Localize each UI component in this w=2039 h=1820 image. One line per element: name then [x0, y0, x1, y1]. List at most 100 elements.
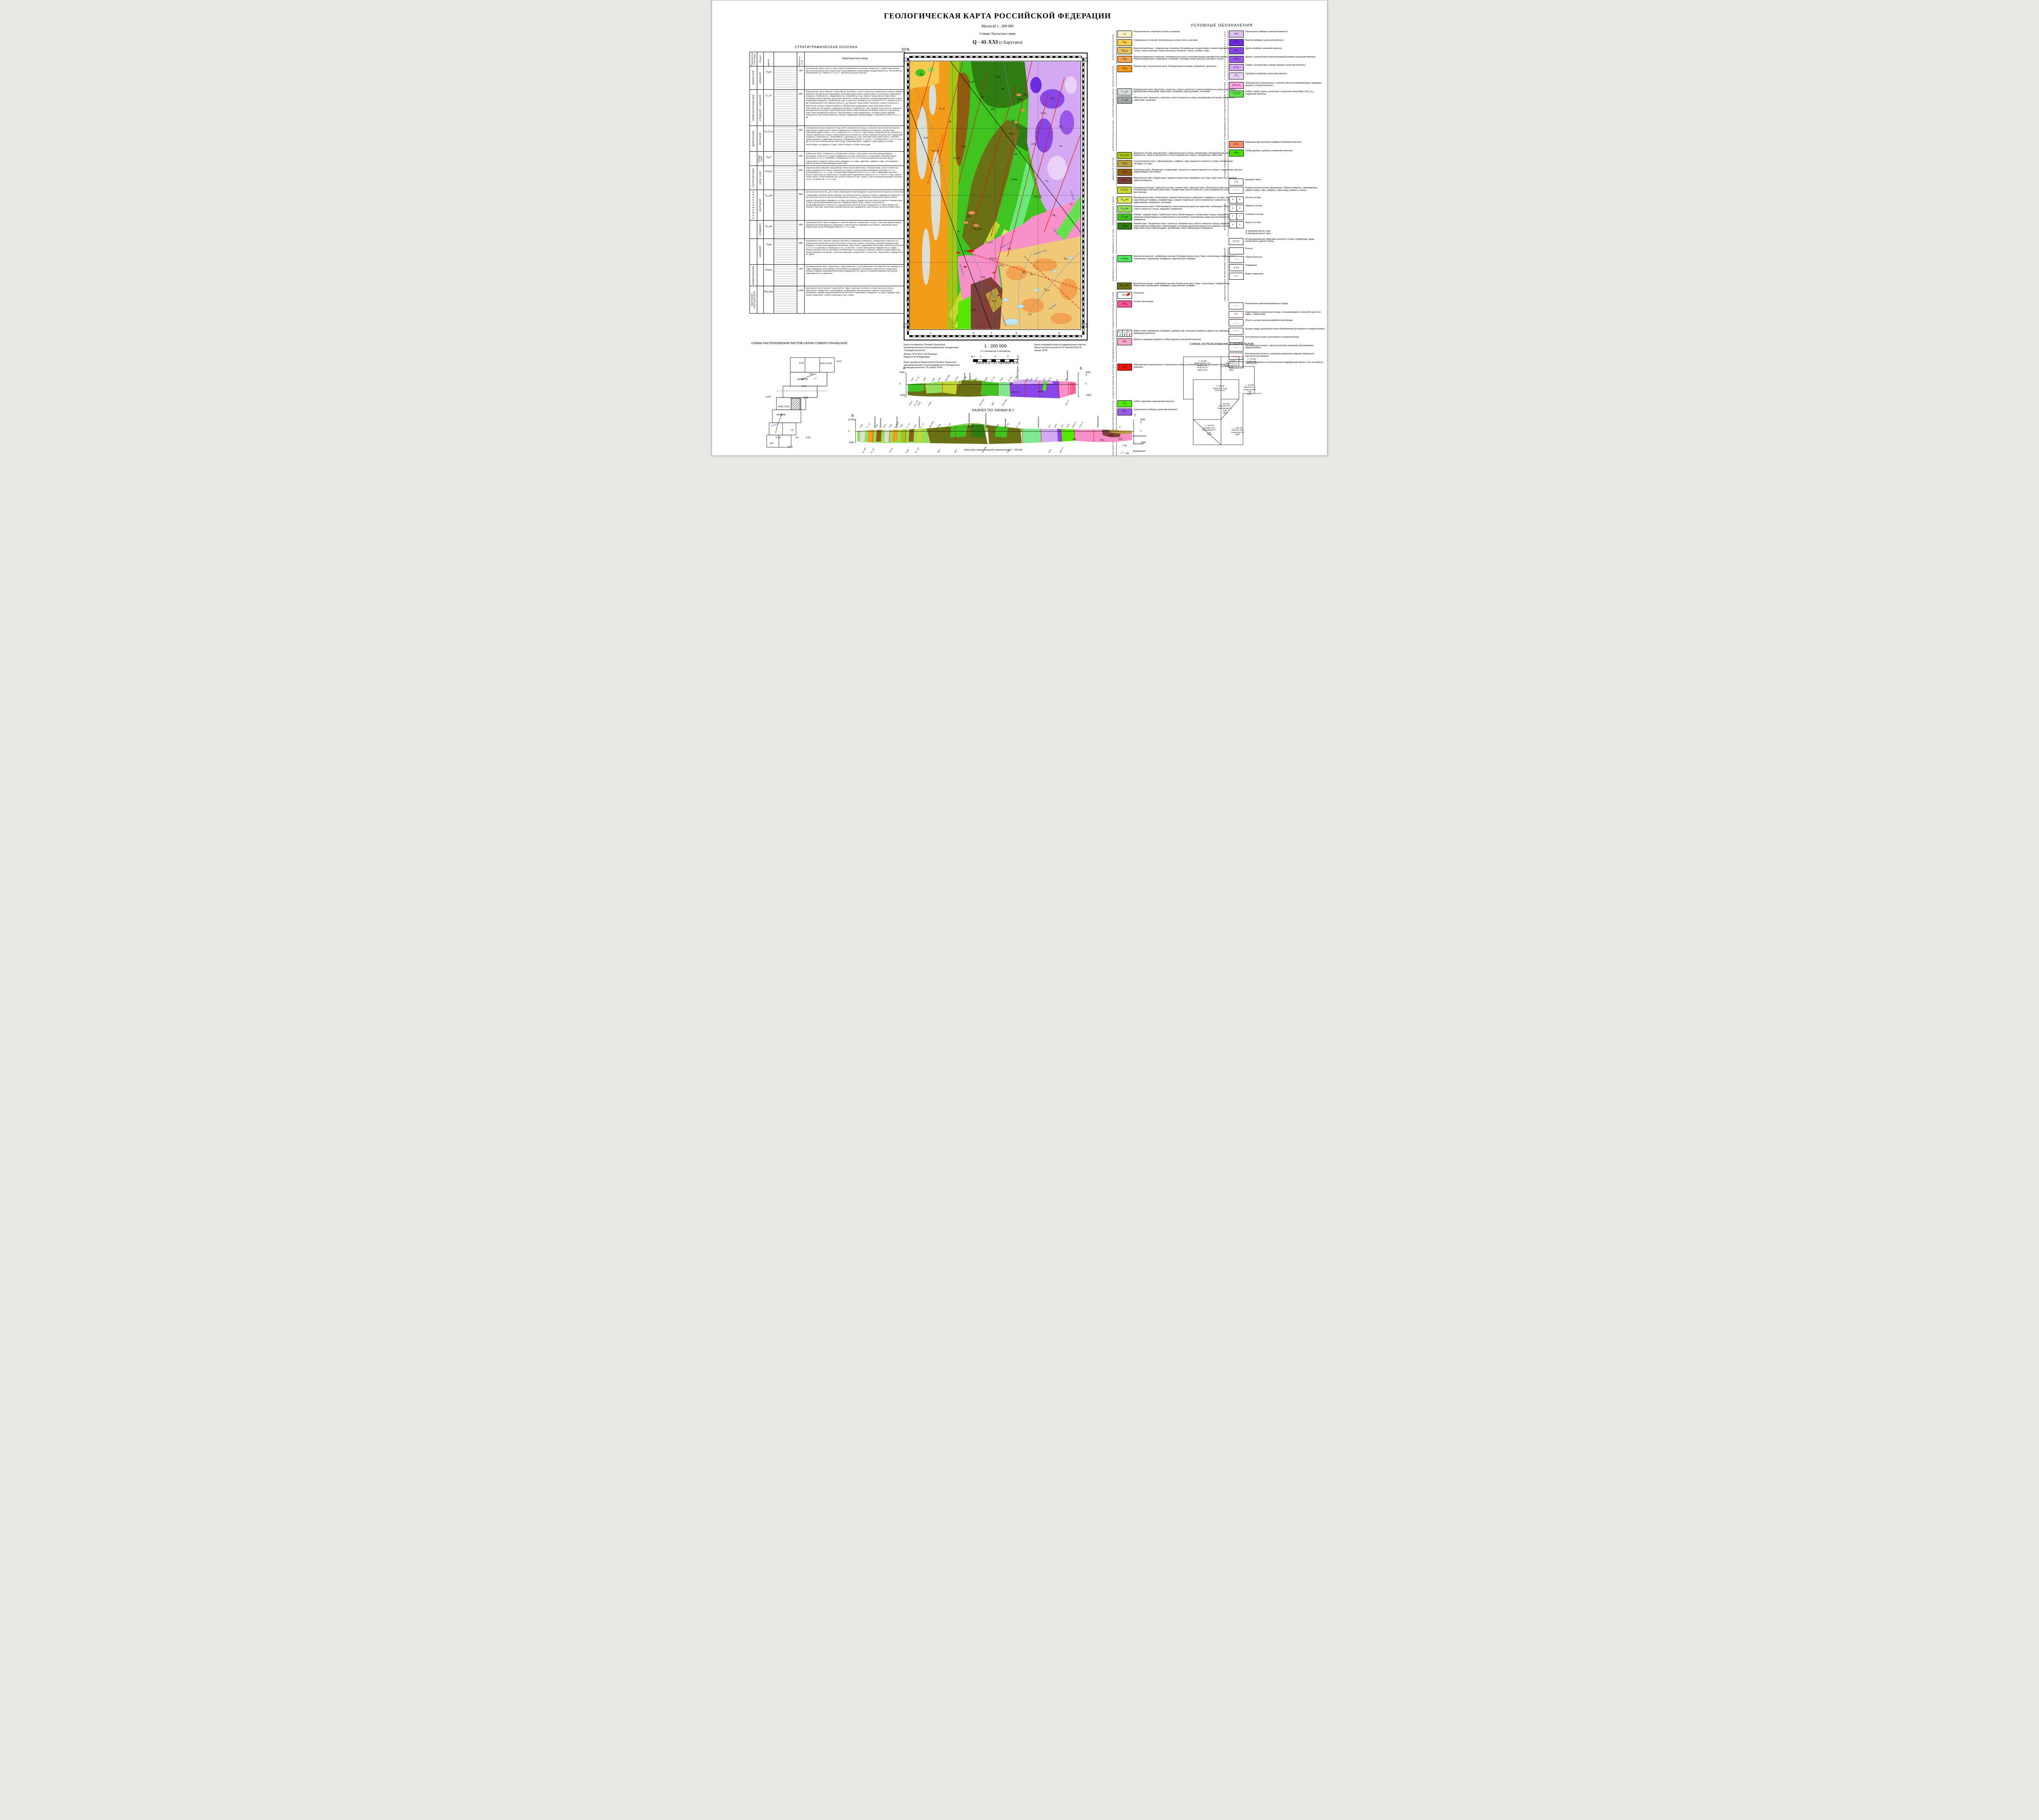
legend-group: ПОЗДНЕОРДОВИКСКИЕ-РАННЕСИЛУРИЙСКИЕ ИНТРУ… [1223, 82, 1325, 140]
legend-swatch: C1-2jj [1117, 97, 1132, 104]
legend-swatch: δD3 [1117, 338, 1132, 345]
legend-swatch: S-D1hr [1117, 186, 1132, 194]
strat-row: КЕМБРИЙСКАЯ Є?mm 720 Молюдмусюрская свита. … [750, 264, 905, 286]
legend-item: PR3-Єkp Верхний протерозой - кембрийская … [1117, 282, 1242, 289]
legend-item: σIS1 Гарцбургиты (войкаро-сынинский компл… [1229, 72, 1325, 80]
legend-item: P1kp Нижний отдел. Кечьпельская свита. По… [1117, 65, 1242, 72]
legend-item: ⌣·⌣·⌣ Осадочно-вулканогенные образования.… [1229, 187, 1325, 194]
sheet-scheme-label: XVI [770, 442, 774, 445]
legend-swatch [1229, 247, 1244, 255]
sheet-scheme-label: ВОРКУТА [797, 378, 808, 381]
section-label: σo¹S₁ [1037, 391, 1044, 393]
map-right-row-labels: I II Б III IV [1081, 61, 1086, 329]
scale-bar-label: 8 [1007, 356, 1009, 358]
section-label: D₂vr [1118, 438, 1123, 440]
geological-map-sheet: ГЕОЛОГИЧЕСКАЯ КАРТА РОССИЙСКОЙ ФЕДЕРАЦИИ… [712, 0, 1327, 456]
legend-swatch: ╱ q [1229, 178, 1243, 186]
legend-item: γπO3 Кварцевые (фельзитовые) порфиры (пож… [1229, 141, 1325, 148]
legend-item: C1-2vr Воргашорская свита. Аргиллиты, гли… [1117, 88, 1242, 95]
scale-note: в 1 сантиметре 2 километра [981, 350, 1010, 353]
section-label: А [903, 367, 905, 370]
legend-swatch: O1-2gr [1117, 214, 1132, 221]
legend-item: ╱T╱T╱ Метаморфизованные эффузивы основног… [1229, 238, 1325, 245]
strat-col-system: Подгруппа Система [751, 53, 756, 66]
legend-group: КАМЕННОУГОЛЬНАЯ СИСТЕМА · НИЖНИЙ-СРЕДНИЙ… [1111, 88, 1242, 151]
legend-group: ОРДОВИКСКАЯ СИСТЕМА · СРЕДНИЙ-ВЕРХНИЙ ОТ… [1111, 197, 1242, 254]
map-grid-label: IV [906, 299, 909, 303]
section-label: Нянь-Ворзавож [968, 413, 971, 428]
map-grid-label: III [906, 244, 909, 247]
legend-swatch: D3-C1nv [1117, 152, 1132, 159]
strat-row: ПЕРМСКАЯ НИЖНИЙ P1kp 700 Кечьпельская свита.… [750, 66, 905, 89]
legend-swatch: γoS2 [1117, 364, 1132, 371]
strat-row: СРЕД- НИЙ D2hl 100 Хойлинская свита. Алевро… [750, 151, 905, 166]
legend-swatch: ₒ·ₒ·ₒ· [1229, 272, 1244, 280]
legend-swatch: O2-3mš [1117, 197, 1132, 204]
sheet-index: Q - 41-XXI [972, 39, 998, 45]
sheet-scheme-label: XXIV [787, 446, 793, 449]
legend-swatch: ρPZ3 [1117, 292, 1132, 299]
strat-column-title: СТРАТИГРАФИЧЕСКАЯ КОЛОНКА [795, 45, 858, 49]
graticule-ticks-right [1082, 58, 1084, 335]
legend-swatch: σIS1 [1229, 72, 1244, 80]
section-label: O₁pg [905, 448, 909, 453]
map-grid-label: Г [991, 332, 993, 335]
legend-item: σIIIS1 Верлиты (войкаро-сынинский комплек… [1229, 39, 1325, 46]
legend-swatch: D2hl [1117, 168, 1132, 176]
map-grid-label: III [1082, 250, 1084, 253]
legend-swatch: ↓ ↓ ↓ [1229, 256, 1244, 263]
materials-cell: 1 : 50 000 Маков В.М. 1975-1977гг. [1246, 358, 1257, 365]
legend-item: QIII-IV Верхнечетвертичные - современные … [1117, 47, 1242, 54]
legend-group: ПОЗДНЕ-ОРДОВИКСКИЕ ИНТРУЗИИ γπO3 Кварцевые… [1223, 141, 1325, 177]
legend-item: ╱ 40 Наклонные [1117, 443, 1242, 449]
section-label: м 2000 [848, 419, 856, 421]
section-label: Харута [969, 373, 971, 380]
section-ab-title: РАЗРЕЗ ПО ЛИНИИ А-Б [976, 361, 1019, 365]
map-grid-label: 1 [930, 332, 932, 335]
sheet-scheme-title: СХЕМА РАСПОЛОЖЕНИЯ ЛИСТОВ СЕРИИ СЕВЕРО-У… [751, 341, 847, 345]
strat-row: СРЕДНИЙ O1-2gr 900 Грубеинская свита. Филли… [750, 220, 905, 239]
map-grid-label: 4 [1058, 55, 1060, 59]
legend-item: D2vr Ворчатинская свита. Андезитовые, анд… [1117, 177, 1242, 184]
legend-item: σoIS1 Оливин- антигоритовые породы (войка… [1229, 64, 1325, 71]
map-grid-label: II [907, 180, 908, 183]
materials-cell: 1 : 50 000 Водолазский А.И., Маков В.М., Иг… [1194, 360, 1211, 371]
sheet-scheme: R-41 R-42 XXXI, XXXII V,VI ВОРКУТА Уса IX,X Q-4… [753, 353, 847, 450]
map-graphics [910, 61, 1081, 329]
strat-col-thickness: Мощность в м [798, 55, 803, 66]
legend-item: S-D1hr Силурийская система - девонская си… [1117, 186, 1242, 194]
legend-item: ⟋—— Границы между разновозрастными образо… [1229, 327, 1325, 335]
strat-row: НИЖНИЙ O1pg 450 Погурейская свита. Верхняя … [750, 239, 905, 264]
section-label: δD₃ [1100, 439, 1104, 442]
legend-swatch: σoIS1 [1229, 64, 1244, 71]
section-label: ναO₃-S₁ [1011, 391, 1019, 393]
legend-item: γoO3-S1 Лейкократовые плагиограниты, тона… [1229, 82, 1325, 89]
map-top-column-labels: 1 А 2 3 4 [909, 54, 1080, 60]
legend-item: νS1 Габбро эвкритовое (кершорский комплек… [1117, 400, 1242, 407]
section-label: 0 [1140, 430, 1142, 433]
strat-column-table: Подгруппа Система Отдел Индекс Мощность … [750, 52, 905, 314]
map-grid-label: 3 [1015, 55, 1017, 59]
legend-item: Q Нерасчлененные отложения (только на раз… [1117, 31, 1242, 38]
legend-swatch: o o o [1229, 264, 1244, 272]
map-scale-text: Масштаб 1 : 200 000 [981, 24, 1014, 28]
legend-item: o o o Ледниковые [1229, 264, 1325, 272]
legend-title: УСЛОВНЫЕ ОБОЗНАЧЕНИЯ [1190, 23, 1253, 27]
scale-bar-label: 4 [995, 356, 996, 358]
materials-cell: 1 : 200 000 Гранович И.Б., Пиотровская Г.С… [1202, 424, 1217, 436]
legend-swatch: D2vr [1117, 177, 1132, 184]
materials-cell: 1 : 50 000 Савельев А.А., Савельева Г.Н. и … [1225, 360, 1238, 371]
legend-item: O2-3mš Молюдшорская свита. Базальтовые, а… [1117, 197, 1242, 204]
legend-swatch: ┬┬┬┬ [1229, 353, 1243, 360]
sheet-scheme-label: Q-41 [803, 396, 809, 399]
graticule-ticks-bottom [909, 335, 1082, 337]
legend-group: PR3-Єkp Верхний протерозой - кембрийская … [1111, 282, 1242, 291]
legend-swatch: νO3-S1 [1229, 90, 1244, 97]
credits-scale: 1 : 200 000 в 1 сантиметре 2 километра к… [971, 344, 1019, 362]
legend-item: ╱ q Кварцевые жилы [1229, 178, 1325, 186]
legend-swatch: O2-3km [1117, 205, 1132, 212]
section-label: 2000 [900, 371, 905, 374]
sheet-code: Q - 41-XXI (г.Харутапэ) [904, 39, 1091, 45]
